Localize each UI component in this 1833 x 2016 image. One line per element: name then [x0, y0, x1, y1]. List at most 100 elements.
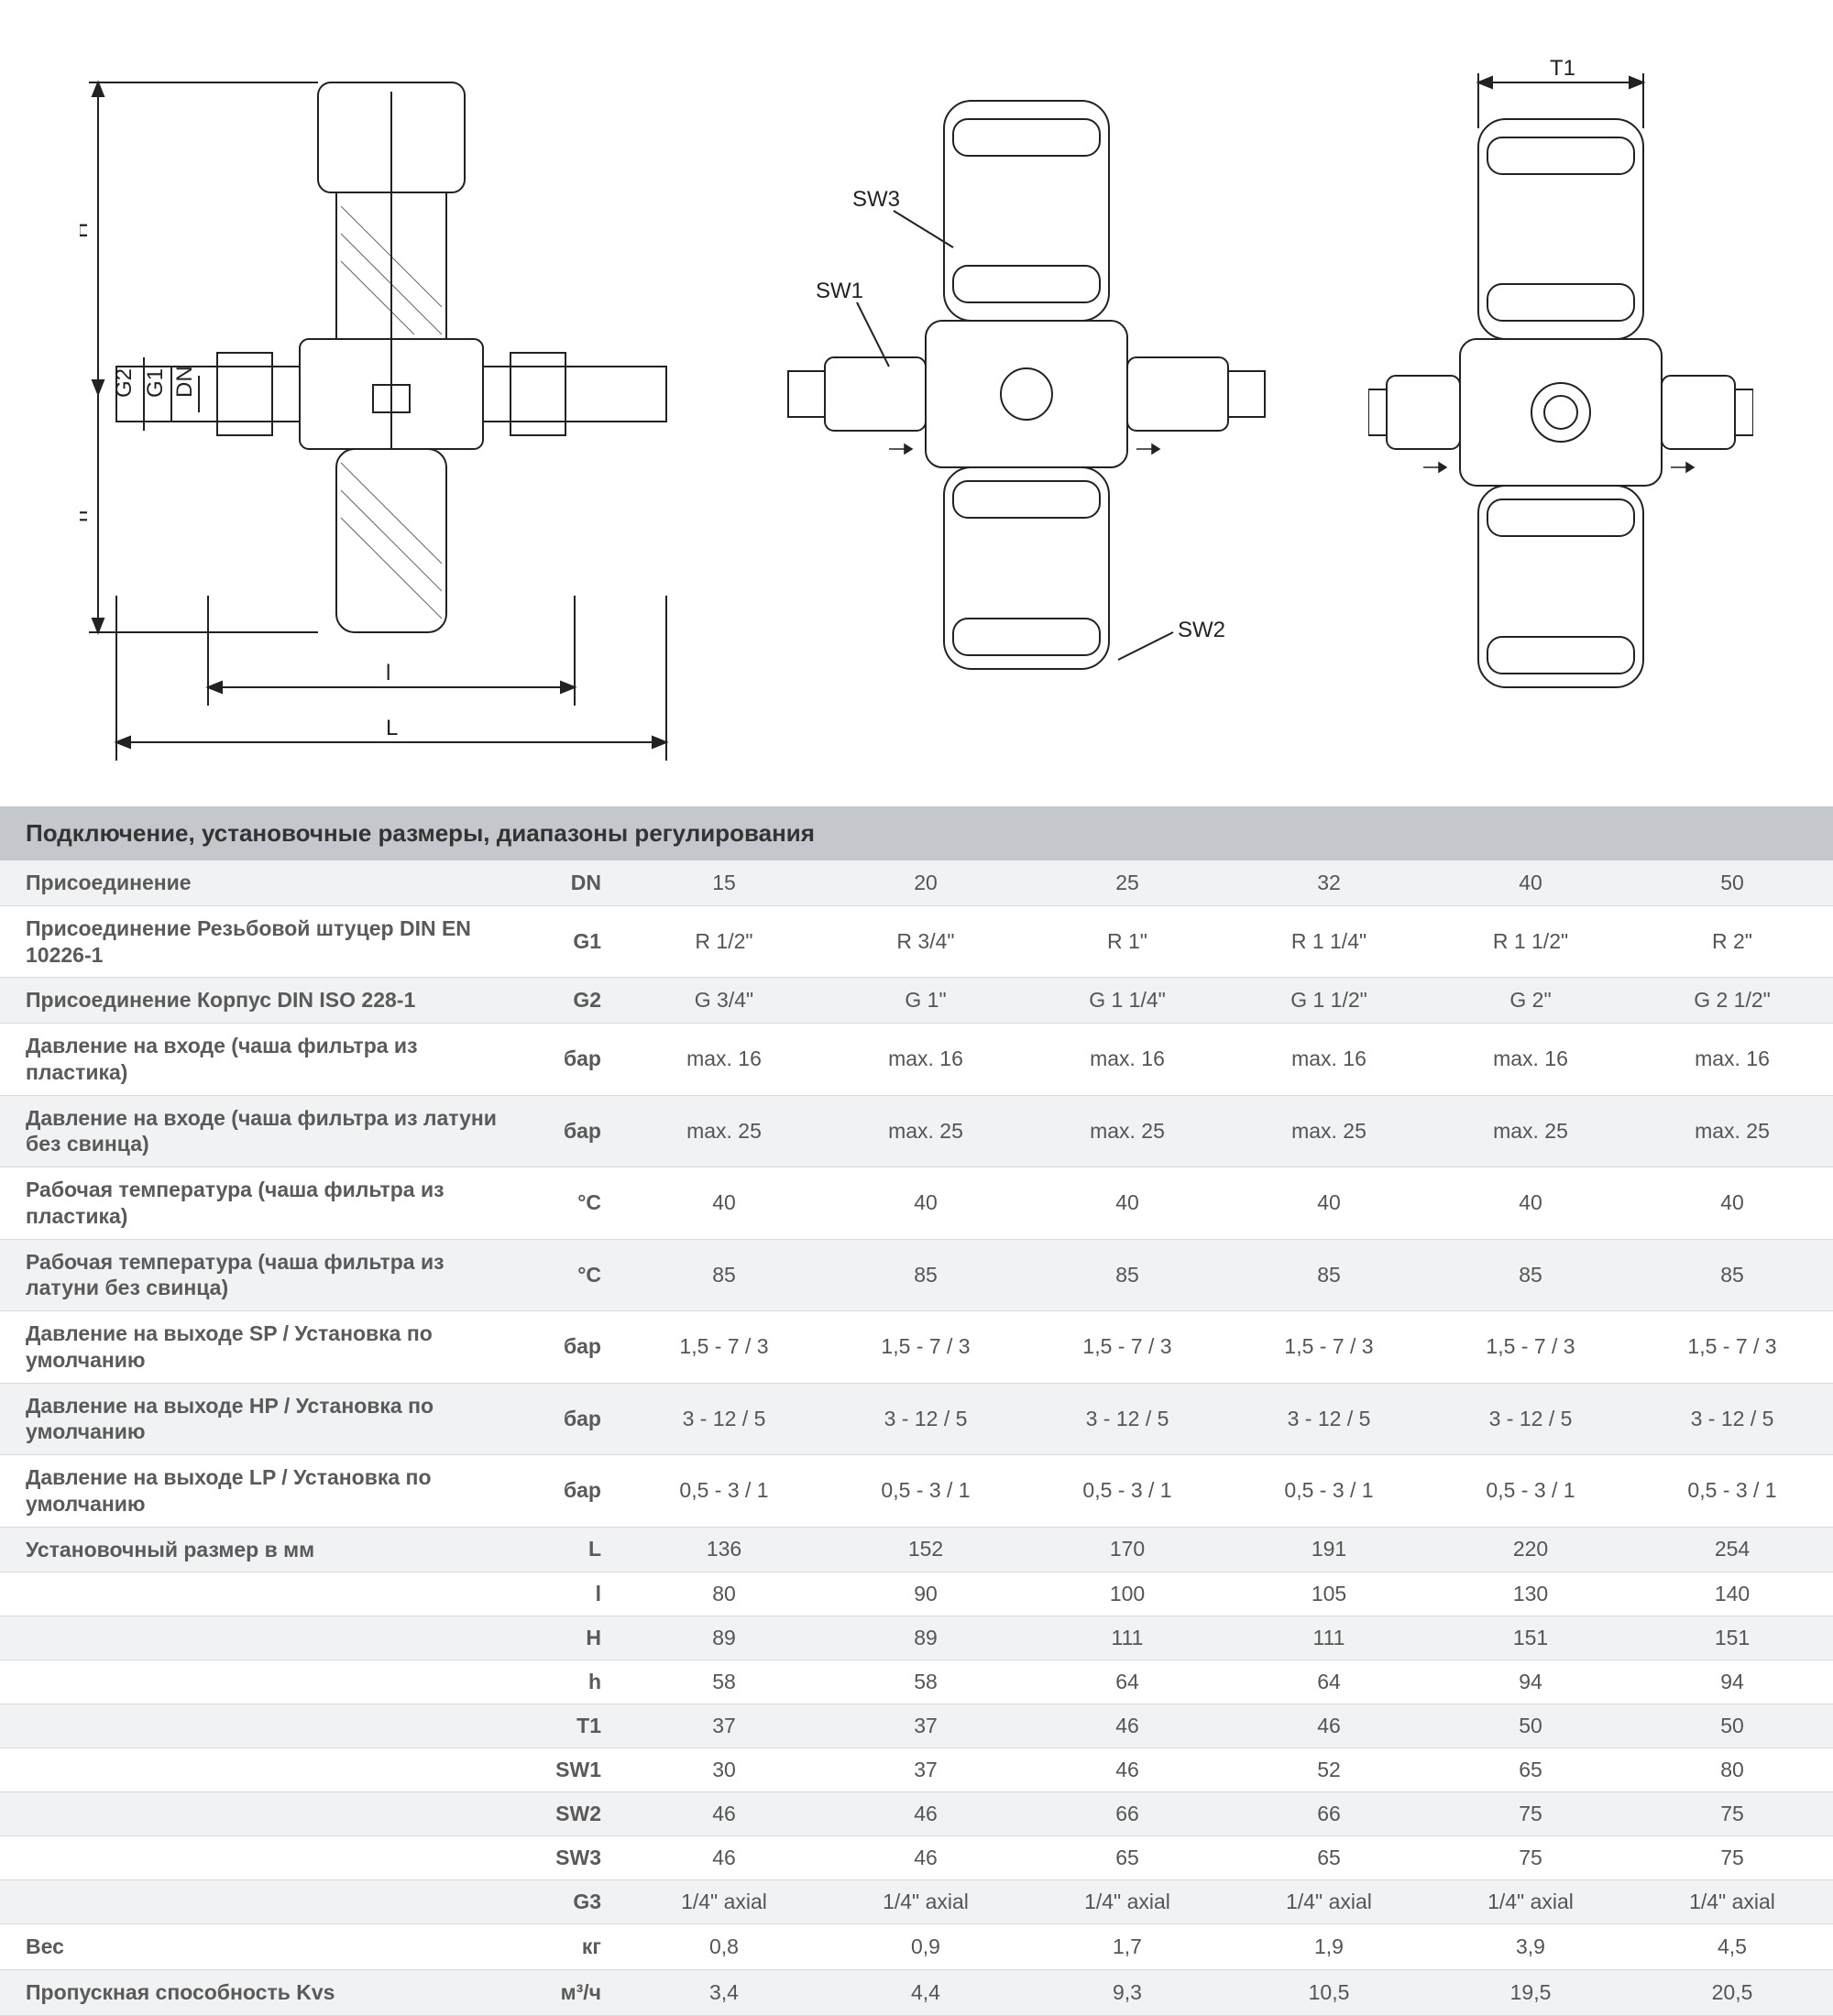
- row-value: 9,3: [1026, 1970, 1228, 2016]
- diagram-area: H h G2 G1 DN l L: [0, 0, 1833, 806]
- row-value: 1,9: [1228, 1924, 1430, 1970]
- dim-label-G2: G2: [112, 368, 137, 398]
- row-value: 0,5 - 3 / 1: [623, 1455, 825, 1528]
- row-value: 100: [1026, 1572, 1228, 1616]
- row-label: Давление на входе (чаша фильтра из пласт…: [0, 1024, 522, 1096]
- row-label: Вес: [0, 1924, 522, 1970]
- row-value: 3 - 12 / 5: [1026, 1383, 1228, 1455]
- row-label: [0, 1616, 522, 1660]
- row-value: 170: [1026, 1527, 1228, 1572]
- row-value: 0,8: [623, 1924, 825, 1970]
- row-value: 80: [623, 1572, 825, 1616]
- row-value: 3 - 12 / 5: [1631, 1383, 1833, 1455]
- front-drawing-icon: SW3 SW1 SW2: [770, 73, 1283, 733]
- table-row: Установочный размер в ммL136152170191220…: [0, 1527, 1833, 1572]
- table-row: Присоединение Корпус DIN ISO 228-1G2G 3/…: [0, 978, 1833, 1024]
- row-label: [0, 1704, 522, 1748]
- row-value: 46: [825, 1836, 1026, 1880]
- label-SW2: SW2: [1178, 618, 1225, 642]
- row-value: R 1/2": [623, 905, 825, 978]
- row-value: G 3/4": [623, 978, 825, 1024]
- row-value: 65: [1430, 1748, 1631, 1792]
- row-value: 10,5: [1228, 1970, 1430, 2016]
- row-value: G 1": [825, 978, 1026, 1024]
- table-row: l8090100105130140: [0, 1572, 1833, 1616]
- row-label: Давление на выходе SP / Установка по умо…: [0, 1311, 522, 1384]
- row-value: 40: [825, 1167, 1026, 1240]
- row-value: 0,5 - 3 / 1: [1631, 1455, 1833, 1528]
- row-value: 40: [1026, 1167, 1228, 1240]
- row-value: 90: [825, 1572, 1026, 1616]
- row-unit: T1: [522, 1704, 623, 1748]
- row-value: 1/4" axial: [825, 1880, 1026, 1924]
- row-unit: G3: [522, 1880, 623, 1924]
- row-value: max. 16: [825, 1024, 1026, 1096]
- row-value: R 1 1/2": [1430, 905, 1631, 978]
- row-value: 220: [1430, 1527, 1631, 1572]
- row-value: 151: [1631, 1616, 1833, 1660]
- row-label: [0, 1748, 522, 1792]
- diagram-front-view: SW3 SW1 SW2: [770, 73, 1283, 733]
- table-row: Пропускная способность Kvsм³/ч3,44,49,31…: [0, 1970, 1833, 2016]
- row-value: 40: [1430, 1167, 1631, 1240]
- row-value: 0,5 - 3 / 1: [1026, 1455, 1228, 1528]
- row-label: Присоединение Резьбовой штуцер DIN EN 10…: [0, 905, 522, 978]
- row-value: 191: [1228, 1527, 1430, 1572]
- row-label: [0, 1572, 522, 1616]
- row-value: 111: [1228, 1616, 1430, 1660]
- row-label: Пропускная способность Kvs: [0, 1970, 522, 2016]
- section-drawing-icon: H h G2 G1 DN l L: [80, 27, 685, 779]
- row-label: Установочный размер в мм: [0, 1527, 522, 1572]
- row-value: 0,5 - 3 / 1: [1228, 1455, 1430, 1528]
- row-value: 75: [1631, 1836, 1833, 1880]
- row-value: 46: [825, 1792, 1026, 1836]
- row-value: 1,5 - 7 / 3: [623, 1311, 825, 1384]
- spec-table-wrap: Подключение, установочные размеры, диапа…: [0, 806, 1833, 2016]
- row-value: 50: [1631, 860, 1833, 905]
- row-value: 20,5: [1631, 1970, 1833, 2016]
- row-label: Присоединение Корпус DIN ISO 228-1: [0, 978, 522, 1024]
- row-unit: бар: [522, 1024, 623, 1096]
- row-value: 1,5 - 7 / 3: [1228, 1311, 1430, 1384]
- row-unit: бар: [522, 1383, 623, 1455]
- table-row: Давление на выходе LP / Установка по умо…: [0, 1455, 1833, 1528]
- rear-drawing-icon: T1: [1368, 55, 1753, 751]
- table-row: Давление на выходе SP / Установка по умо…: [0, 1311, 1833, 1384]
- table-row: SW3464665657575: [0, 1836, 1833, 1880]
- row-value: G 2 1/2": [1631, 978, 1833, 1024]
- row-label: [0, 1836, 522, 1880]
- row-unit: °C: [522, 1239, 623, 1311]
- row-unit: G2: [522, 978, 623, 1024]
- row-value: 3 - 12 / 5: [1228, 1383, 1430, 1455]
- row-value: 66: [1228, 1792, 1430, 1836]
- row-label: [0, 1660, 522, 1704]
- row-label: [0, 1880, 522, 1924]
- row-value: 1/4" axial: [1430, 1880, 1631, 1924]
- row-value: max. 25: [1631, 1095, 1833, 1167]
- row-value: 94: [1631, 1660, 1833, 1704]
- row-value: 52: [1228, 1748, 1430, 1792]
- row-value: max. 25: [623, 1095, 825, 1167]
- table-row: SW2464666667575: [0, 1792, 1833, 1836]
- row-unit: °C: [522, 1167, 623, 1240]
- row-value: 4,4: [825, 1970, 1026, 2016]
- row-unit: SW2: [522, 1792, 623, 1836]
- row-value: 65: [1026, 1836, 1228, 1880]
- row-value: 50: [1631, 1704, 1833, 1748]
- row-value: 1/4" axial: [1228, 1880, 1430, 1924]
- row-value: 19,5: [1430, 1970, 1631, 2016]
- spec-table: ПрисоединениеDN152025324050Присоединение…: [0, 860, 1833, 2016]
- row-value: 40: [623, 1167, 825, 1240]
- table-row: h585864649494: [0, 1660, 1833, 1704]
- row-value: 85: [825, 1239, 1026, 1311]
- table-title: Подключение, установочные размеры, диапа…: [0, 806, 1833, 860]
- diagram-section-view: H h G2 G1 DN l L: [80, 27, 685, 779]
- row-label: Давление на выходе LP / Установка по умо…: [0, 1455, 522, 1528]
- row-value: 66: [1026, 1792, 1228, 1836]
- row-unit: кг: [522, 1924, 623, 1970]
- row-value: 94: [1430, 1660, 1631, 1704]
- row-value: 25: [1026, 860, 1228, 905]
- row-unit: бар: [522, 1311, 623, 1384]
- table-row: ПрисоединениеDN152025324050: [0, 860, 1833, 905]
- label-SW3: SW3: [852, 187, 900, 212]
